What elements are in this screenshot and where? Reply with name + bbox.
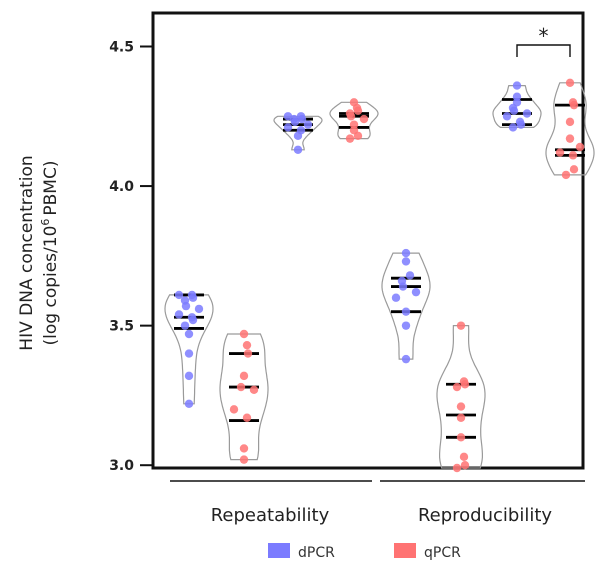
data-point xyxy=(174,310,184,319)
data-point xyxy=(297,114,307,124)
y-axis-title: HIV DNA concentration (log copies/106 PBM… xyxy=(17,155,61,350)
data-point xyxy=(575,142,585,152)
data-point xyxy=(303,120,313,129)
y-axis-ticks: 3.0 3.5 4.0 4.5 xyxy=(109,39,153,474)
data-point xyxy=(452,463,462,473)
data-point xyxy=(569,165,579,174)
data-point xyxy=(398,282,408,291)
y-tick-label: 3.5 xyxy=(109,319,134,335)
data-point xyxy=(188,315,198,325)
data-point xyxy=(353,131,363,141)
data-point xyxy=(565,134,575,143)
data-point xyxy=(456,402,466,411)
data-point xyxy=(184,329,194,339)
y-axis-title-suffix: PBMC) xyxy=(41,161,61,216)
data-point xyxy=(283,123,293,132)
plot-frame xyxy=(151,11,585,470)
data-point xyxy=(293,131,303,141)
data-point xyxy=(239,455,249,464)
data-point xyxy=(508,123,518,132)
data-point xyxy=(174,290,184,300)
data-point xyxy=(242,340,252,350)
data-point xyxy=(346,112,356,121)
data-point xyxy=(502,112,512,121)
data-point xyxy=(460,380,470,389)
significance-bracket: * xyxy=(516,24,571,57)
data-point xyxy=(516,120,526,129)
data-point xyxy=(345,134,355,143)
data-point xyxy=(249,385,259,395)
data-point xyxy=(459,452,469,462)
y-tick-label: 4.0 xyxy=(109,179,134,195)
data-point xyxy=(456,321,466,330)
legend-label-qpcr: qPCR xyxy=(424,545,461,561)
violins xyxy=(164,78,595,473)
data-point xyxy=(565,78,575,87)
y-axis-title-superscript: 6 xyxy=(39,219,52,226)
data-point xyxy=(229,405,239,414)
violin-outline xyxy=(273,115,323,151)
data-point xyxy=(512,81,522,90)
data-point xyxy=(522,109,532,118)
data-point xyxy=(456,433,466,442)
data-point xyxy=(184,349,194,358)
data-point xyxy=(181,301,191,311)
legend-label-dpcr: dPCR xyxy=(298,545,335,561)
data-point xyxy=(239,371,249,381)
data-point xyxy=(242,413,252,422)
data-point xyxy=(239,444,249,453)
data-point xyxy=(456,413,466,422)
data-point xyxy=(401,354,411,364)
legend-swatch-qpcr xyxy=(394,543,416,558)
data-point xyxy=(239,329,249,339)
violin-outline xyxy=(492,85,542,128)
data-point xyxy=(243,349,253,358)
data-point xyxy=(452,382,462,392)
group-label-repeatability: Repeatability xyxy=(211,505,330,526)
data-point xyxy=(411,287,421,297)
data-point xyxy=(401,248,411,258)
y-axis-title-line2: (log copies/106 PBMC) xyxy=(39,161,61,346)
violin-outline xyxy=(436,325,486,469)
data-point xyxy=(184,399,194,408)
data-point xyxy=(359,114,369,124)
data-point xyxy=(391,293,401,302)
data-point xyxy=(460,461,470,470)
violin-outline xyxy=(219,333,269,461)
y-axis-title-line1: HIV DNA concentration xyxy=(17,155,37,350)
data-point xyxy=(194,304,204,314)
data-point xyxy=(509,106,519,115)
violin-outline xyxy=(329,101,379,140)
data-point xyxy=(565,117,575,127)
data-point xyxy=(236,382,246,392)
data-point xyxy=(180,321,190,330)
data-point xyxy=(184,371,194,381)
data-point xyxy=(401,307,411,316)
legend: dPCR qPCR xyxy=(268,543,461,561)
data-point xyxy=(568,151,578,160)
group-label-reproducibility: Reproducibility xyxy=(418,505,552,526)
violin-outline xyxy=(164,294,214,405)
data-point xyxy=(188,293,198,302)
data-point xyxy=(401,321,411,330)
violin-outline xyxy=(545,82,595,176)
significance-bracket-line xyxy=(516,44,571,57)
data-point xyxy=(401,257,411,266)
y-axis-title-prefix: (log copies/10 xyxy=(41,226,61,346)
legend-swatch-dpcr xyxy=(268,543,290,558)
data-point xyxy=(405,271,415,280)
data-point xyxy=(290,117,300,127)
data-point xyxy=(569,100,579,110)
violin-outline xyxy=(381,252,431,360)
data-point xyxy=(555,148,565,157)
data-point xyxy=(353,106,363,115)
y-tick-label: 4.5 xyxy=(109,39,134,55)
significance-label: * xyxy=(539,24,549,48)
data-point xyxy=(293,145,303,154)
data-point xyxy=(561,170,571,180)
y-tick-label: 3.0 xyxy=(109,458,134,474)
